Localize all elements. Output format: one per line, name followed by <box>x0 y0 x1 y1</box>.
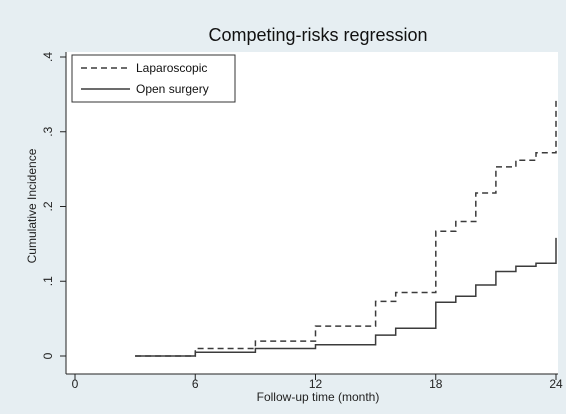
series-group <box>135 99 557 357</box>
y-tick-label: .3 <box>41 126 55 136</box>
legend-box <box>71 54 236 103</box>
legend-label-open-surgery: Open surgery <box>136 82 209 96</box>
y-axis-label: Cumulative Incidence <box>25 148 39 263</box>
x-tick-label: 24 <box>549 377 563 391</box>
legend: Laparoscopic Open surgery <box>71 54 236 103</box>
series-line-laparoscopic <box>135 99 557 357</box>
series-line-open-surgery <box>135 237 557 357</box>
axis-ticks: 0 6 12 18 24 0 .1 .2 .3 .4 <box>41 52 563 391</box>
x-tick-label: 18 <box>429 377 443 391</box>
y-tick-label: .4 <box>41 52 55 62</box>
y-tick-label: .1 <box>41 276 55 286</box>
x-tick-label: 0 <box>72 377 79 391</box>
x-axis-label: Follow-up time (month) <box>257 390 380 404</box>
y-tick-label: 0 <box>41 352 55 359</box>
chart-title: Competing-risks regression <box>208 25 427 45</box>
x-tick-label: 6 <box>192 377 199 391</box>
x-tick-label: 12 <box>309 377 323 391</box>
y-tick-label: .2 <box>41 201 55 211</box>
legend-label-laparoscopic: Laparoscopic <box>136 61 207 75</box>
